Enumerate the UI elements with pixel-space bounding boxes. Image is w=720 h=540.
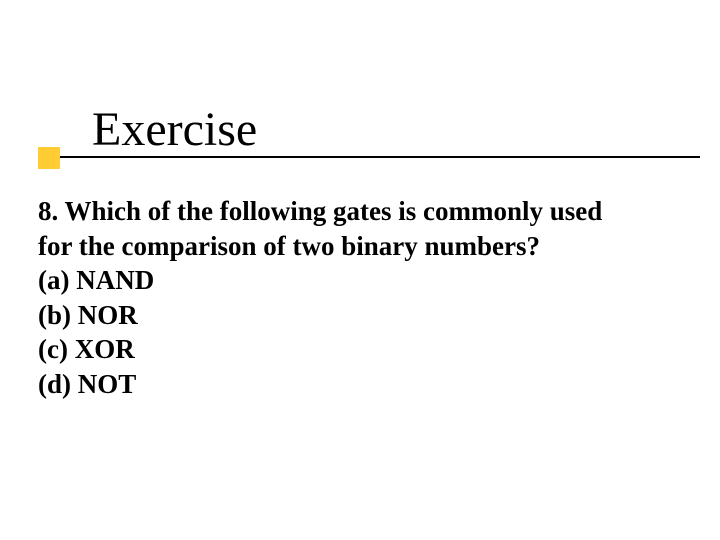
accent-square — [38, 147, 60, 169]
question-text-line1: 8. Which of the following gates is commo… — [38, 194, 700, 229]
option-c: (c) XOR — [38, 332, 700, 367]
option-d: (d) NOT — [38, 367, 700, 402]
option-b: (b) NOR — [38, 298, 700, 333]
slide-title: Exercise — [92, 106, 257, 154]
question-text-line2: for the comparison of two binary numbers… — [38, 229, 700, 264]
option-a: (a) NAND — [38, 263, 700, 298]
slide-header: Exercise — [38, 78, 700, 158]
slide-body: 8. Which of the following gates is commo… — [38, 194, 700, 401]
title-underline — [38, 156, 700, 158]
